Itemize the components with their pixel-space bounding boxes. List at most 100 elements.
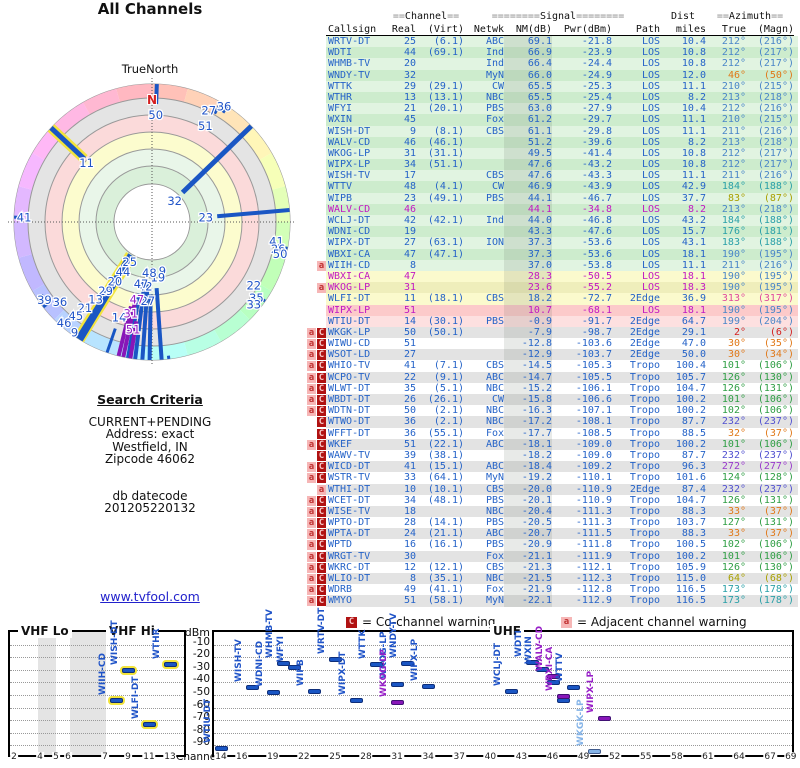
- warning-markers: [300, 315, 326, 327]
- nm-db-cell: -21.9: [504, 584, 552, 596]
- true-north-label: TrueNorth: [121, 62, 179, 76]
- path-cell: Tropo: [629, 505, 660, 517]
- adjacent-warning-icon: a: [307, 585, 316, 596]
- nm-db-cell: -0.9: [504, 315, 552, 327]
- nm-db-cell: -20.4: [504, 505, 552, 518]
- network-cell: Ind: [485, 58, 504, 70]
- table-row: a C WRGT-TV 30 Fox -21.1 -111.9 Tropo 100.2 101° (…: [300, 550, 798, 562]
- power-dbm-cell: -111.9: [575, 550, 612, 562]
- magnetic-azimuth-cell: (216°): [757, 36, 794, 47]
- nm-db-cell: -20.7: [504, 528, 552, 540]
- power-dbm-cell: -98.7: [581, 326, 612, 338]
- warning-markers: [300, 159, 326, 171]
- path-cell: Tropo: [629, 449, 660, 461]
- table-row: C WFFT-DT 36 (55.1) Fox -17.7 -108.5 Tropo 88.5 3…: [300, 427, 798, 439]
- virtual-channel-cell: [416, 70, 464, 81]
- true-azimuth-cell: 313°: [721, 293, 746, 305]
- nm-db-cell: 44.0: [504, 215, 552, 227]
- power-dbm-cell: -24.9: [581, 69, 612, 81]
- path-cell: LOS: [641, 69, 660, 81]
- virtual-channel-cell: (7.1): [433, 360, 464, 372]
- callsign-cell: WPTA-DT: [328, 528, 371, 540]
- search-criteria-lines: CURRENT+PENDING Address: exact Westfield…: [88, 415, 212, 467]
- path-cell: LOS: [641, 248, 660, 260]
- network-cell: [464, 338, 504, 349]
- gridline: [214, 657, 792, 659]
- nm-db-cell: -15.8: [504, 394, 552, 406]
- true-azimuth-cell: 173°: [721, 595, 746, 607]
- table-row: a C WKGK-LP 50 (50.1) -7.9 -98.7 2Edge 29.1 2° (6°…: [300, 326, 798, 339]
- magnetic-azimuth-cell: (34°): [763, 349, 794, 361]
- true-azimuth-cell: 101°: [721, 550, 746, 562]
- true-azimuth-cell: 213°: [721, 91, 746, 103]
- callsign-cell: WTWO-DT: [328, 416, 371, 428]
- nm-db-cell: 66.9: [504, 47, 552, 59]
- tvfool-link[interactable]: www.tvfool.com: [100, 589, 200, 604]
- magnetic-azimuth-cell: (188°): [757, 215, 794, 226]
- gridline: [214, 682, 792, 684]
- callsign-cell: WALV-CD: [328, 203, 371, 215]
- true-azimuth-cell: 210°: [721, 114, 746, 126]
- radar-bar: [42, 300, 51, 309]
- miles-cell: 12.0: [681, 69, 706, 81]
- table-row: WTTV 48 (4.1) CW 46.9 -43.9 LOS 42.9 184° (188°): [300, 181, 798, 193]
- power-dbm-cell: -39.6: [581, 136, 612, 148]
- magnetic-azimuth-cell: (37°): [763, 505, 794, 517]
- network-cell: Ind: [485, 47, 504, 59]
- radar-channel-label: 46: [57, 316, 72, 330]
- network-cell: CBS: [485, 561, 504, 573]
- real-channel-cell: 34: [403, 159, 416, 171]
- callsign-cell: WNDY-TV: [328, 69, 371, 81]
- callsign-label: WCLJ-DT: [493, 642, 504, 686]
- network-cell: ABC: [485, 528, 504, 540]
- callsign-cell: WIPX-LP: [328, 304, 371, 316]
- radar-azimuth-band: [183, 329, 221, 356]
- path-cell: Tropo: [629, 371, 660, 383]
- virtual-channel-cell: (48.1): [427, 494, 464, 506]
- callsign-cell: WMYO: [328, 595, 353, 607]
- callsign-cell: WKGK-LP: [328, 326, 371, 338]
- power-dbm-cell: -53.6: [581, 248, 612, 260]
- miles-cell: 18.3: [681, 282, 706, 294]
- radar-channel-label: 47: [134, 277, 149, 291]
- true-azimuth-cell: 83°: [727, 192, 746, 204]
- adjacent-warning-icon: a: [307, 540, 316, 551]
- miles-cell: 18.1: [681, 304, 706, 316]
- channel-tick: 52: [607, 752, 622, 762]
- power-dbm-cell: -103.6: [575, 338, 612, 350]
- co-channel-warning-icon: C: [317, 562, 326, 573]
- magnetic-azimuth-cell: (218°): [757, 203, 794, 215]
- virtual-channel-cell: (6.1): [433, 36, 464, 47]
- path-cell: 2Edge: [629, 483, 660, 495]
- virtual-channel-cell: [416, 282, 464, 293]
- callsign-label: WIPB: [296, 659, 307, 686]
- miles-cell: 42.9: [681, 181, 706, 193]
- warning-markers: [300, 248, 326, 260]
- co-channel-warning-icon: C: [317, 585, 326, 596]
- power-dbm-cell: -47.6: [581, 226, 612, 238]
- warning-markers: [300, 69, 326, 81]
- callsign-cell: WHMB-TV: [328, 58, 371, 70]
- power-dbm-cell: -112.9: [575, 595, 612, 607]
- miles-cell: 87.7: [681, 416, 706, 428]
- virtual-channel-cell: (30.1): [427, 315, 464, 327]
- real-channel-cell: 24: [403, 528, 416, 540]
- nm-db-cell: 66.0: [504, 69, 552, 81]
- nm-db-cell: -7.9: [504, 326, 552, 339]
- radar-bar: [276, 244, 288, 250]
- path-cell: LOS: [641, 215, 660, 226]
- virtual-channel-cell: (47.1): [427, 248, 464, 260]
- co-channel-icon: C: [346, 617, 357, 628]
- network-cell: CBS: [485, 170, 504, 182]
- true-azimuth-cell: 30°: [727, 338, 746, 350]
- callsign-cell: WIIH-CD: [328, 259, 371, 271]
- network-cell: CBS: [485, 125, 504, 137]
- warning-markers: [300, 203, 326, 215]
- miles-cell: 10.8: [681, 47, 706, 59]
- path-cell: LOS: [641, 304, 660, 316]
- path-cell: Tropo: [629, 360, 660, 372]
- virtual-channel-cell: (46.1): [427, 136, 464, 148]
